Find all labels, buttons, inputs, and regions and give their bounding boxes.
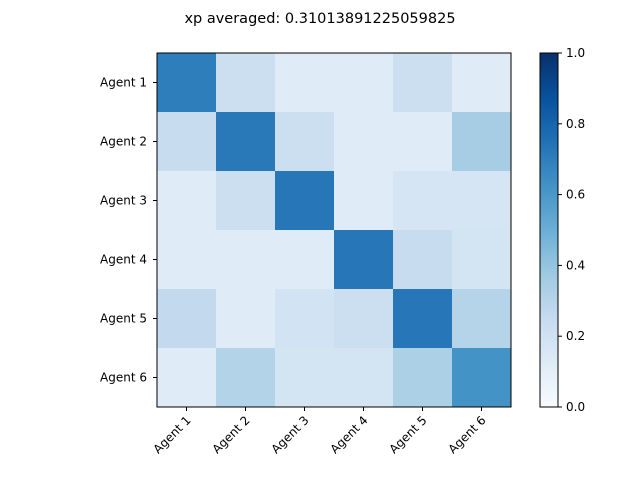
heatmap-cell <box>275 230 335 290</box>
heatmap-cell <box>216 112 276 172</box>
x-tick-label: Agent 1 <box>151 413 194 456</box>
x-tick-label: Agent 5 <box>387 413 430 456</box>
heatmap-cell <box>393 230 453 290</box>
y-tick-label: Agent 6 <box>100 371 147 385</box>
heatmap-cell <box>216 289 276 349</box>
heatmap-cell <box>157 348 217 408</box>
y-tick-label: Agent 1 <box>100 76 147 90</box>
heatmap-cells <box>157 53 512 408</box>
heatmap-cell <box>157 289 217 349</box>
heatmap-cell <box>334 348 394 408</box>
colorbar-tick-label: 0.8 <box>566 117 585 131</box>
heatmap-cell <box>452 53 512 113</box>
heatmap-cell <box>216 230 276 290</box>
heatmap-cell <box>157 53 217 113</box>
y-tick-labels: Agent 1 Agent 2 Agent 3 Agent 4 Agent 5 Agent… <box>100 76 157 385</box>
heatmap-cell <box>452 289 512 349</box>
y-tick-label: Agent 2 <box>100 135 147 149</box>
x-tick-label: Agent 2 <box>210 413 253 456</box>
y-tick-label: Agent 5 <box>100 312 147 326</box>
heatmap-cell <box>216 171 276 231</box>
heatmap-cell <box>452 230 512 290</box>
heatmap-cell <box>275 171 335 231</box>
heatmap-cell <box>452 348 512 408</box>
colorbar-tick-label: 1.0 <box>566 46 585 60</box>
y-tick-label: Agent 4 <box>100 253 147 267</box>
heatmap-cell <box>275 348 335 408</box>
heatmap-cell <box>393 171 453 231</box>
x-tick-labels: Agent 1 Agent 2 Agent 3 Agent 4 Agent 5 Agent… <box>151 407 489 456</box>
heatmap-cell <box>157 112 217 172</box>
heatmap-cell <box>393 348 453 408</box>
heatmap-cell <box>452 171 512 231</box>
heatmap-cell <box>393 112 453 172</box>
colorbar-tick-label: 0.4 <box>566 258 585 272</box>
colorbar-tick-label: 0.0 <box>566 400 585 414</box>
colorbar-tick-label: 0.2 <box>566 329 585 343</box>
colorbar <box>539 52 559 408</box>
heatmap-cell <box>157 171 217 231</box>
y-tick-label: Agent 3 <box>100 194 147 208</box>
heatmap-cell <box>334 112 394 172</box>
heatmap-cell <box>275 289 335 349</box>
x-tick-label: Agent 3 <box>269 413 312 456</box>
heatmap-cell <box>216 53 276 113</box>
x-tick-label: Agent 6 <box>446 413 489 456</box>
x-tick-label: Agent 4 <box>328 413 371 456</box>
heatmap-cell <box>334 230 394 290</box>
heatmap-cell <box>275 112 335 172</box>
colorbar-ticks: 0.0 0.2 0.4 0.6 0.8 1.0 <box>558 46 585 414</box>
heatmap-cell <box>393 53 453 113</box>
heatmap-cell <box>157 230 217 290</box>
heatmap-cell <box>275 53 335 113</box>
chart-title: xp averaged: 0.31013891225059825 <box>184 11 455 27</box>
heatmap-cell <box>334 171 394 231</box>
heatmap-cell <box>334 289 394 349</box>
colorbar-tick-label: 0.6 <box>566 188 585 202</box>
heatmap-cell <box>452 112 512 172</box>
heatmap-cell <box>393 289 453 349</box>
heatmap-cell <box>334 53 394 113</box>
plot-frame <box>156 52 512 408</box>
heatmap-cell <box>216 348 276 408</box>
